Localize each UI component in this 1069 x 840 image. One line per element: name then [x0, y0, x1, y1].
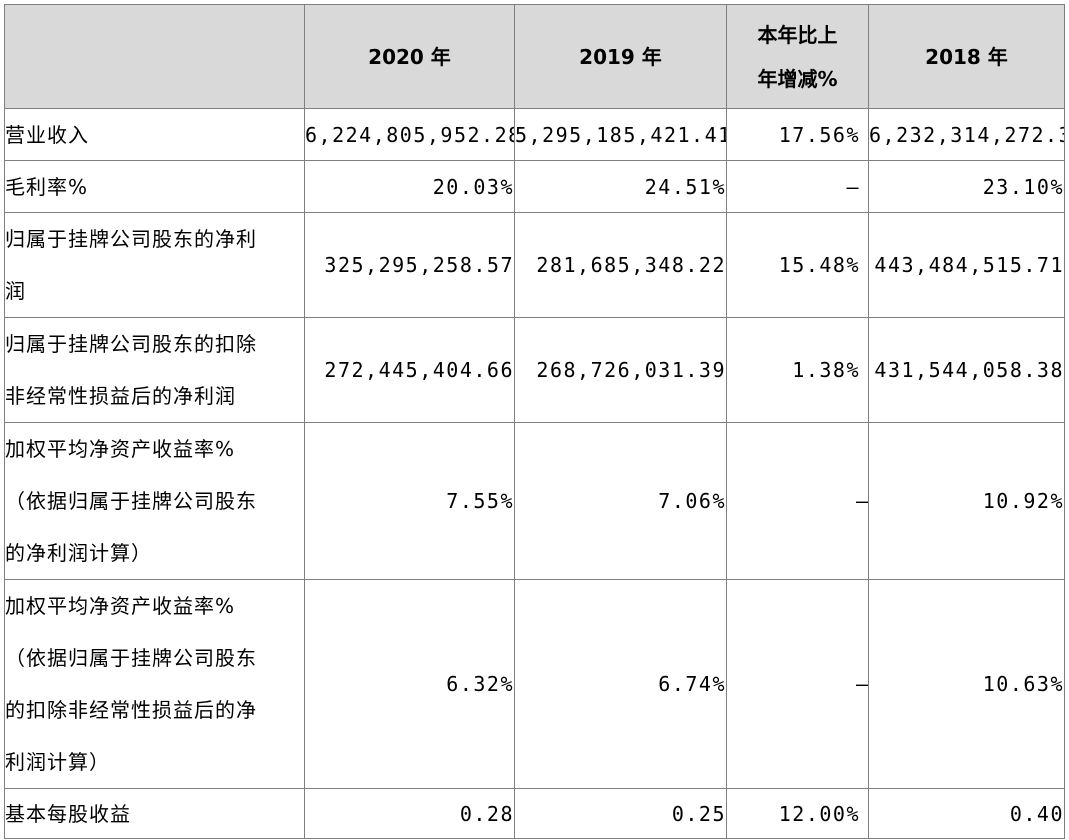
- row-label-line: 的扣除非经常性损益后的净: [5, 698, 257, 722]
- row-label-line: 归属于挂牌公司股东的净利: [5, 227, 257, 251]
- cell-2018: 0.40: [868, 788, 1065, 839]
- table-row: 加权平均净资产收益率% （依据归属于挂牌公司股东 的净利润计算） 7.55% 7…: [4, 422, 1065, 580]
- cell-2020: 6.32%: [304, 579, 515, 789]
- cell-2020: 272,445,404.66: [304, 317, 515, 423]
- cell-2020: 20.03%: [304, 160, 515, 213]
- row-label-line: 的净利润计算）: [5, 541, 152, 565]
- table-row: 基本每股收益 0.28 0.25 12.00% 0.40: [4, 788, 1065, 839]
- header-change-line2: 年增减%: [757, 66, 838, 91]
- row-label: 加权平均净资产收益率% （依据归属于挂牌公司股东 的净利润计算）: [4, 422, 305, 580]
- row-label-line: 基本每股收益: [5, 801, 131, 826]
- row-label: 归属于挂牌公司股东的扣除 非经常性损益后的净利润: [4, 317, 305, 423]
- cell-2018: 10.92%: [868, 422, 1065, 580]
- row-label-line: 加权平均净资产收益率%: [5, 594, 236, 618]
- cell-2020: 6,224,805,952.28: [304, 108, 515, 161]
- cell-2018: 10.63%: [868, 579, 1065, 789]
- cell-2020: 325,295,258.57: [304, 212, 515, 318]
- row-label-line: 非经常性损益后的净利润: [5, 384, 236, 408]
- cell-change: –: [726, 160, 869, 213]
- row-label: 加权平均净资产收益率% （依据归属于挂牌公司股东 的扣除非经常性损益后的净 利润…: [4, 579, 305, 789]
- row-label-line: 加权平均净资产收益率%: [5, 437, 236, 461]
- cell-2020: 0.28: [304, 788, 515, 839]
- cell-change: 1.38%: [726, 317, 869, 423]
- cell-2019: 7.06%: [514, 422, 727, 580]
- header-change: 本年比上 年增减%: [726, 4, 869, 109]
- row-label-line: 归属于挂牌公司股东的扣除: [5, 332, 257, 356]
- row-label-line: 润: [5, 279, 26, 303]
- row-label-line: 毛利率%: [5, 174, 89, 199]
- cell-2019: 24.51%: [514, 160, 727, 213]
- table-header-row: 2020 年 2019 年 本年比上 年增减% 2018 年: [4, 4, 1065, 109]
- header-label-cell: [4, 4, 305, 109]
- row-label: 毛利率%: [4, 160, 305, 213]
- table-row: 归属于挂牌公司股东的扣除 非经常性损益后的净利润 272,445,404.66 …: [4, 317, 1065, 423]
- cell-2019: 268,726,031.39: [514, 317, 727, 423]
- financial-summary-table: 2020 年 2019 年 本年比上 年增减% 2018 年 营业收入 6,22…: [4, 4, 1065, 839]
- row-label: 基本每股收益: [4, 788, 305, 839]
- cell-change: –: [726, 579, 869, 789]
- cell-2019: 5,295,185,421.41: [514, 108, 727, 161]
- cell-change: 15.48%: [726, 212, 869, 318]
- cell-change: 17.56%: [726, 108, 869, 161]
- cell-change: 12.00%: [726, 788, 869, 839]
- cell-2018: 23.10%: [868, 160, 1065, 213]
- row-label: 归属于挂牌公司股东的净利 润: [4, 212, 305, 318]
- cell-2019: 6.74%: [514, 579, 727, 789]
- row-label-line: 利润计算）: [5, 750, 110, 774]
- row-label-line: 营业收入: [5, 122, 89, 147]
- row-label: 营业收入: [4, 108, 305, 161]
- row-label-line: （依据归属于挂牌公司股东: [5, 489, 257, 513]
- table-row: 营业收入 6,224,805,952.28 5,295,185,421.41 1…: [4, 108, 1065, 161]
- table-row: 归属于挂牌公司股东的净利 润 325,295,258.57 281,685,34…: [4, 212, 1065, 318]
- row-label-line: （依据归属于挂牌公司股东: [5, 646, 257, 670]
- header-2018: 2018 年: [868, 4, 1065, 109]
- cell-2019: 0.25: [514, 788, 727, 839]
- table-row: 加权平均净资产收益率% （依据归属于挂牌公司股东 的扣除非经常性损益后的净 利润…: [4, 579, 1065, 789]
- cell-2019: 281,685,348.22: [514, 212, 727, 318]
- cell-change: –: [726, 422, 869, 580]
- cell-2018: 443,484,515.71: [868, 212, 1065, 318]
- cell-2020: 7.55%: [304, 422, 515, 580]
- cell-2018: 431,544,058.38: [868, 317, 1065, 423]
- header-2019: 2019 年: [514, 4, 727, 109]
- cell-2018: 6,232,314,272.39: [868, 108, 1065, 161]
- header-change-line1: 本年比上: [757, 22, 838, 47]
- header-2020: 2020 年: [304, 4, 515, 109]
- table-row: 毛利率% 20.03% 24.51% – 23.10%: [4, 160, 1065, 213]
